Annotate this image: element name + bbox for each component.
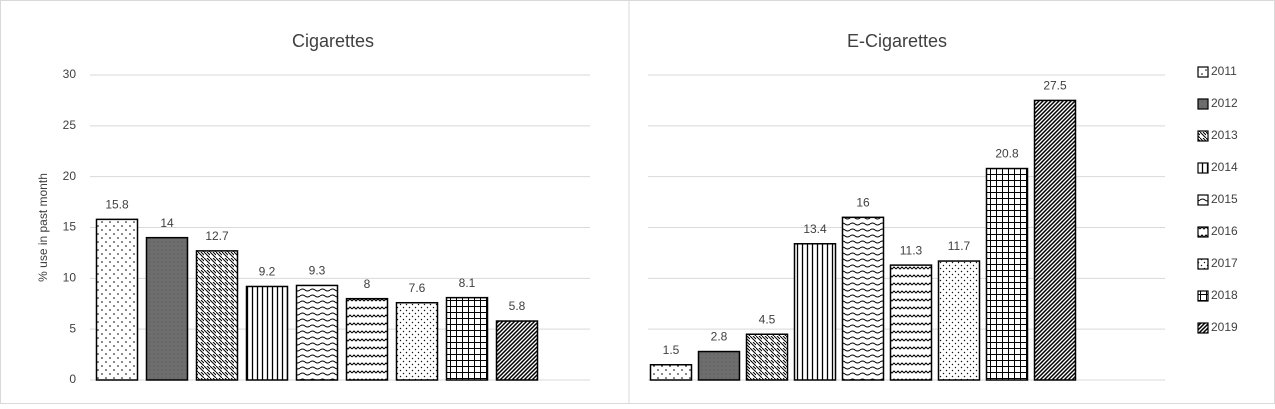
y-tick-label: 0 [69, 372, 76, 386]
data-label: 8.1 [459, 276, 476, 290]
legend-swatch [1197, 98, 1209, 110]
y-tick-label: 30 [63, 67, 77, 81]
y-tick-label: 15 [63, 220, 77, 234]
data-label: 9.2 [259, 265, 276, 279]
legend-swatch [1197, 66, 1209, 78]
y-tick-label: 25 [63, 118, 77, 132]
bar [985, 167, 1029, 381]
chart-title: E-Cigarettes [847, 31, 947, 51]
bar [649, 364, 693, 381]
bar [495, 320, 539, 381]
bar [295, 284, 339, 381]
data-label: 16 [856, 196, 870, 210]
data-label: 20.8 [995, 147, 1019, 161]
legend-swatch [1197, 290, 1209, 302]
bar [195, 250, 239, 381]
legend-label: 2017 [1211, 256, 1238, 270]
bar [245, 285, 289, 381]
bar [841, 216, 885, 381]
data-label: 7.6 [409, 281, 426, 295]
data-label: 9.3 [309, 264, 326, 278]
y-axis-label: % use in past month [36, 173, 50, 282]
bar [345, 297, 389, 381]
legend-swatch [1197, 162, 1209, 174]
y-tick-label: 10 [63, 271, 77, 285]
data-label: 5.8 [509, 299, 526, 313]
legend-swatch [1197, 130, 1209, 142]
panel: Cigarettes % use in past month 0 5 10 15 20 25 3… [36, 31, 590, 386]
legend-label: 2012 [1211, 96, 1238, 110]
legend-label: 2011 [1211, 64, 1237, 78]
legend-swatch [1197, 226, 1209, 238]
data-label: 8 [364, 277, 371, 291]
y-tick-label: 5 [69, 321, 76, 335]
legend-label: 2013 [1211, 128, 1238, 142]
bar [95, 218, 139, 381]
bar [889, 264, 933, 381]
panel: E-Cigarettes 1.5 2.8 4.5 13.4 16 11.3 11.7 20.8 2… [648, 31, 1238, 381]
legend-label: 2019 [1211, 320, 1238, 334]
data-label: 15.8 [105, 198, 129, 212]
chart-title: Cigarettes [292, 31, 374, 51]
data-label: 11.7 [948, 239, 971, 253]
bar [745, 333, 789, 381]
bar [1033, 99, 1077, 381]
data-label: 1.5 [663, 343, 680, 357]
data-label: 12.7 [205, 229, 229, 243]
legend-swatch [1197, 322, 1209, 334]
bar [445, 296, 489, 381]
data-label: 11.3 [900, 243, 923, 257]
legend-label: 2016 [1211, 224, 1238, 238]
data-label: 27.5 [1043, 79, 1067, 93]
legend-swatch [1197, 194, 1209, 206]
legend-swatch [1197, 258, 1209, 270]
y-tick-label: 20 [63, 169, 77, 183]
bar [145, 236, 189, 381]
bar [697, 350, 741, 381]
bar [793, 243, 837, 381]
data-label: 4.5 [759, 312, 776, 326]
data-label: 14 [160, 216, 174, 230]
legend-label: 2015 [1211, 192, 1238, 206]
data-label: 2.8 [711, 330, 728, 344]
data-label: 13.4 [803, 222, 827, 236]
bar [395, 301, 439, 381]
legend-label: 2018 [1211, 288, 1238, 302]
legend-label: 2014 [1211, 160, 1238, 174]
bar [937, 260, 981, 381]
